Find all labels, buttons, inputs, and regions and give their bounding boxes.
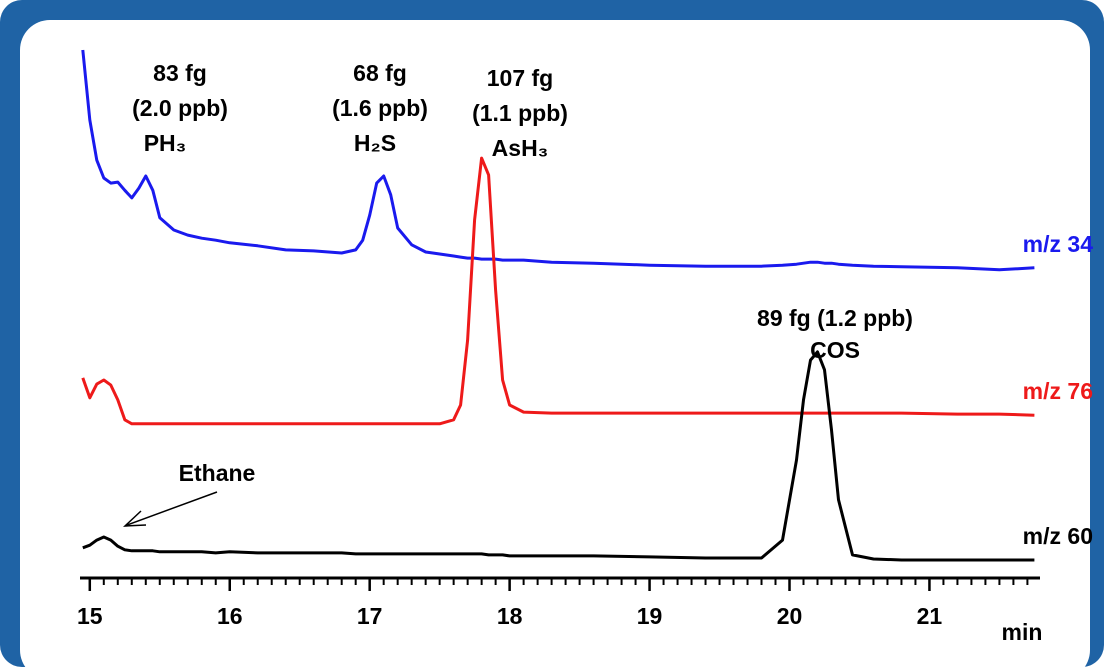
x-tick-label: 21 — [917, 603, 943, 629]
x-tick-label: 15 — [77, 603, 103, 629]
annotation: COS — [810, 337, 860, 363]
trace — [81, 49, 1035, 272]
annotation: 68 fg — [353, 60, 407, 86]
series-label: m/z 60 — [1023, 523, 1093, 549]
annotation: 107 fg — [487, 65, 553, 91]
annotation: (1.6 ppb) — [332, 95, 428, 121]
annotation: (2.0 ppb) — [132, 95, 228, 121]
x-tick-label: 17 — [357, 603, 383, 629]
panel — [20, 20, 1090, 667]
annotation: (1.1 ppb) — [472, 100, 568, 126]
trace — [82, 350, 1035, 562]
x-tick-label: 20 — [777, 603, 803, 629]
ethane-arrow — [126, 491, 218, 526]
trace — [81, 156, 1035, 426]
annotation: PH₃ — [144, 130, 187, 156]
x-tick-label: 18 — [497, 603, 523, 629]
x-axis-label: min — [1002, 619, 1043, 645]
annotation: 89 fg (1.2 ppb) — [757, 305, 913, 331]
annotation: 83 fg — [153, 60, 207, 86]
series-label: m/z 34 — [1023, 231, 1094, 257]
annotation: H₂S — [354, 130, 396, 156]
x-tick-label: 19 — [637, 603, 663, 629]
annotation: AsH₃ — [492, 135, 549, 161]
x-tick-label: 16 — [217, 603, 243, 629]
ethane-arrowhead — [123, 510, 147, 527]
annotation: Ethane — [179, 460, 256, 486]
series-label: m/z 76 — [1023, 378, 1093, 404]
